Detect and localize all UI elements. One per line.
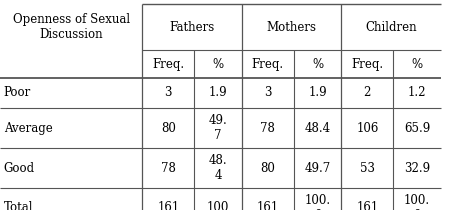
Text: Good: Good <box>4 161 35 175</box>
Text: 65.9: 65.9 <box>404 122 430 135</box>
Text: 100.
0: 100. 0 <box>304 194 331 210</box>
Text: Poor: Poor <box>4 87 31 99</box>
Text: Freq.: Freq. <box>351 58 383 71</box>
Text: Freq.: Freq. <box>152 58 184 71</box>
Text: %: % <box>312 58 323 71</box>
Text: 48.4: 48.4 <box>304 122 331 135</box>
Text: 1.9: 1.9 <box>308 87 327 99</box>
Text: 78: 78 <box>161 161 176 175</box>
Text: Freq.: Freq. <box>252 58 284 71</box>
Text: 161: 161 <box>356 201 378 210</box>
Text: 49.
7: 49. 7 <box>209 114 228 142</box>
Text: 1.9: 1.9 <box>209 87 228 99</box>
Text: %: % <box>212 58 224 71</box>
Text: 80: 80 <box>260 161 275 175</box>
Text: 161: 161 <box>157 201 179 210</box>
Text: 106: 106 <box>356 122 379 135</box>
Text: 78: 78 <box>260 122 275 135</box>
Text: 49.7: 49.7 <box>304 161 331 175</box>
Text: Fathers: Fathers <box>169 21 215 34</box>
Text: 3: 3 <box>164 87 172 99</box>
Text: Total: Total <box>4 201 33 210</box>
Text: 100: 100 <box>207 201 229 210</box>
Text: 80: 80 <box>161 122 176 135</box>
Text: 161: 161 <box>257 201 279 210</box>
Text: 48.
4: 48. 4 <box>209 154 228 182</box>
Text: 1.2: 1.2 <box>408 87 427 99</box>
Text: 2: 2 <box>364 87 371 99</box>
Text: Average: Average <box>4 122 53 135</box>
Text: 3: 3 <box>264 87 272 99</box>
Text: Mothers: Mothers <box>266 21 317 34</box>
Text: 32.9: 32.9 <box>404 161 430 175</box>
Text: Children: Children <box>365 21 417 34</box>
Text: 53: 53 <box>360 161 375 175</box>
Text: %: % <box>411 58 423 71</box>
Text: 100.
0: 100. 0 <box>404 194 430 210</box>
Text: Openness of Sexual
Discussion: Openness of Sexual Discussion <box>12 13 130 41</box>
